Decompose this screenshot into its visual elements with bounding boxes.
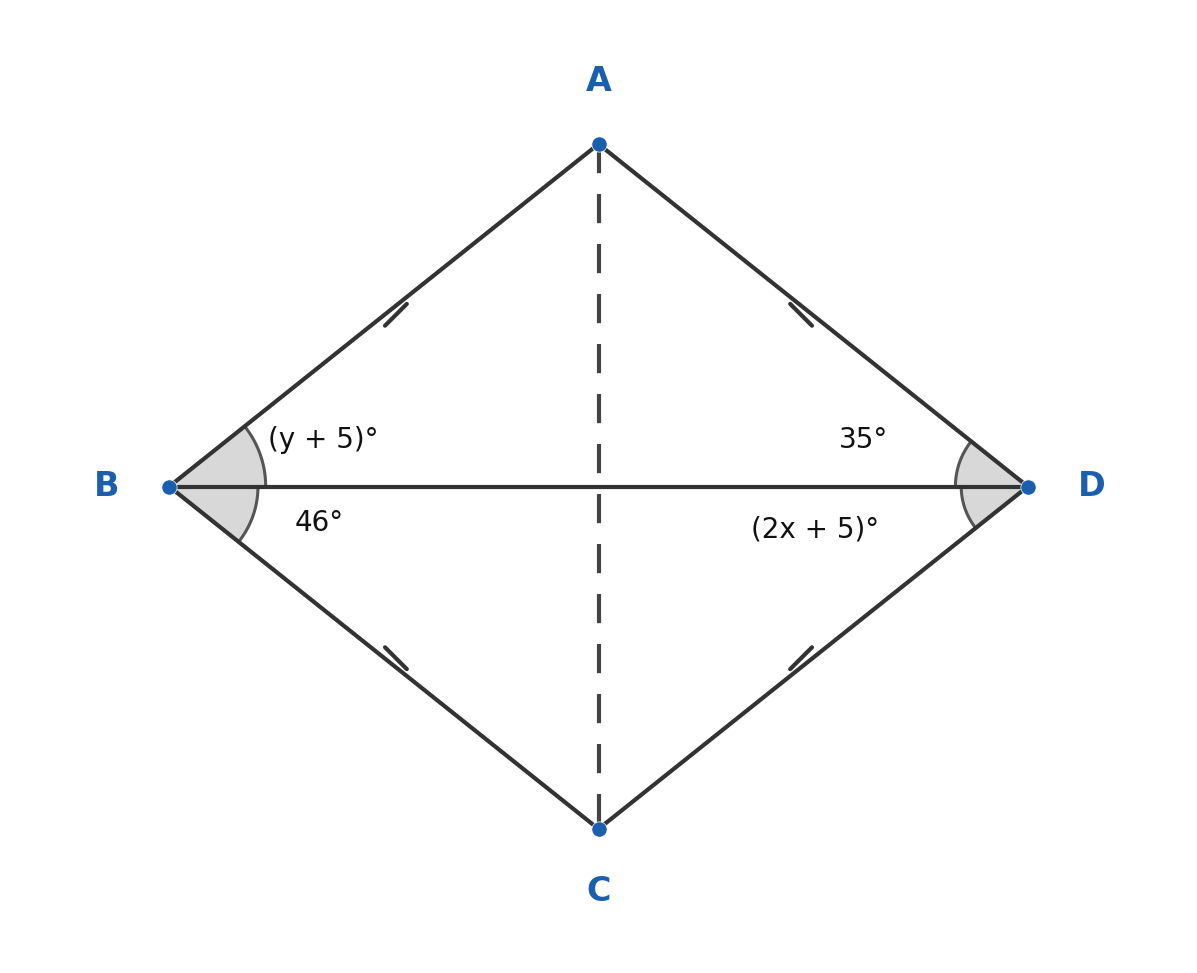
Text: (2x + 5)°: (2x + 5)°	[752, 516, 880, 544]
Polygon shape	[169, 486, 259, 542]
Polygon shape	[169, 426, 266, 486]
Text: A: A	[585, 65, 612, 97]
Text: 35°: 35°	[839, 426, 888, 454]
Polygon shape	[961, 486, 1028, 528]
Text: D: D	[1078, 470, 1106, 503]
Polygon shape	[955, 442, 1028, 486]
Text: (y + 5)°: (y + 5)°	[268, 426, 378, 454]
Text: 46°: 46°	[294, 509, 344, 537]
Text: C: C	[587, 876, 610, 908]
Text: B: B	[93, 470, 119, 503]
